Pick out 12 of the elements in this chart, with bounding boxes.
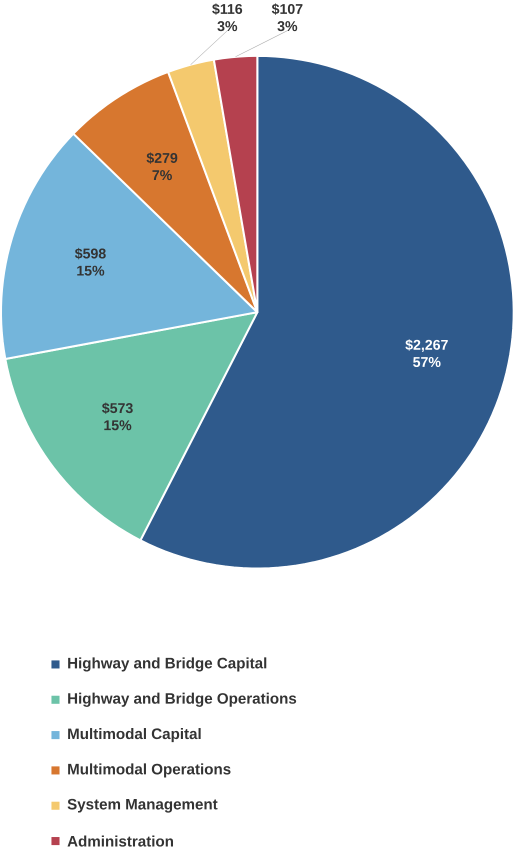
data-label: $279 7% [146, 152, 178, 180]
data-label: $107 3% [272, 3, 303, 32]
data-label: $116 3% [212, 3, 242, 32]
legend-label: Highway and Bridge Operations [68, 692, 296, 707]
legend-label: Highway and Bridge Capital [68, 657, 266, 672]
data-label: $573 15% [102, 402, 133, 430]
data-label: $2,267 57% [406, 339, 448, 367]
legend-label: Administration [68, 836, 174, 847]
data-label: $598 15% [75, 248, 106, 276]
legend-label: Multimodal Capital [68, 728, 201, 742]
legend-label: Multimodal Operations [68, 763, 231, 778]
legend-label: System Management [68, 798, 218, 813]
